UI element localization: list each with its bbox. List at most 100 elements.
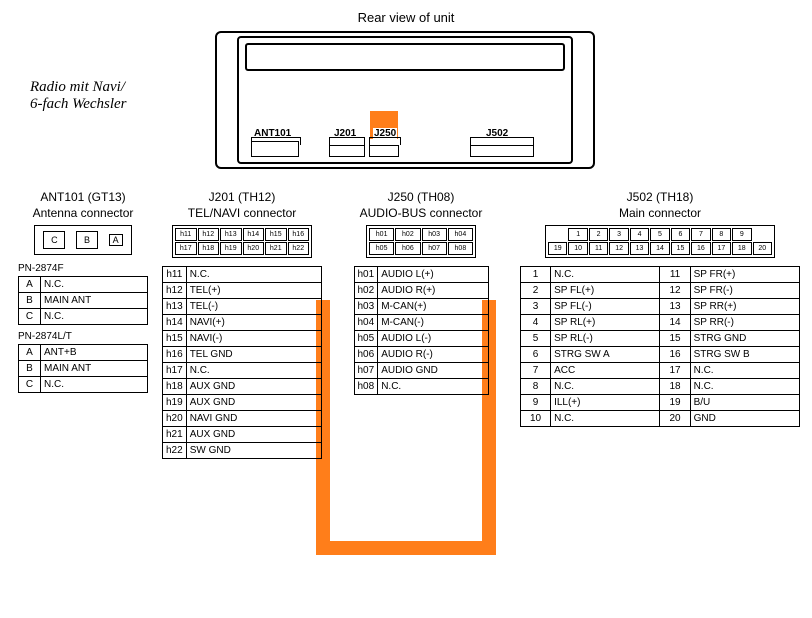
j201-table: h11N.C.h12TEL(+)h13TEL(-)h14NAVI(+)h15NA… <box>162 266 322 459</box>
pin-cell: h17 <box>175 242 197 255</box>
ant-pin-a: A <box>109 234 123 246</box>
pin-cell: h19 <box>220 242 242 255</box>
pn2874f-table: AN.C.BMAIN ANTCN.C. <box>18 276 148 325</box>
table-row: 1N.C.11SP FR(+) <box>521 267 800 283</box>
rear-view-title: Rear view of unit <box>10 10 802 25</box>
ant-pin-c: C <box>43 231 65 249</box>
table-row: 3SP FL(-)13SP RR(+) <box>521 299 800 315</box>
table-row: 9ILL(+)19B/U <box>521 395 800 411</box>
table-row: AN.C. <box>19 277 148 293</box>
pin-cell: h08 <box>448 242 473 255</box>
pin-cell: 3 <box>609 228 628 241</box>
pin-cell: 20 <box>753 242 772 255</box>
j201-port <box>329 145 365 157</box>
pin-cell: h04 <box>448 228 473 241</box>
table-row: h12TEL(+) <box>163 283 322 299</box>
table-row: h20NAVI GND <box>163 411 322 427</box>
j201-bracket <box>329 137 365 145</box>
j250-table: h01AUDIO L(+)h02AUDIO R(+)h03M-CAN(+)h04… <box>354 266 489 395</box>
table-row: CN.C. <box>19 377 148 393</box>
j502-header: J502 (TH18)Main connector <box>520 190 800 221</box>
table-row: h03M-CAN(+) <box>354 299 488 315</box>
table-row: h06AUDIO R(-) <box>354 347 488 363</box>
j250-column: J250 (TH08)AUDIO-BUS connector h01h02h03… <box>336 190 506 465</box>
j201-connector-shape: h11h12h13h14h15h16h17h18h19h20h21h22 <box>172 225 312 258</box>
pin-cell: h06 <box>395 242 420 255</box>
pin-cell: 4 <box>630 228 649 241</box>
table-row: 10N.C.20GND <box>521 411 800 427</box>
table-row: 2SP FL(+)12SP FR(-) <box>521 283 800 299</box>
table-row: h21AUX GND <box>163 427 322 443</box>
j201-header: J201 (TH12)TEL/NAVI connector <box>162 190 322 221</box>
j502-column: J502 (TH18)Main connector 12345678919101… <box>520 190 800 465</box>
pin-cell: 11 <box>589 242 608 255</box>
pin-cell: 15 <box>671 242 690 255</box>
pin-cell: h16 <box>288 228 310 241</box>
ant101-header: ANT101 (GT13)Antenna connector <box>18 190 148 221</box>
table-row: 8N.C.18N.C. <box>521 379 800 395</box>
pin-cell: h22 <box>288 242 310 255</box>
j250-bracket <box>369 137 401 145</box>
pin-cell: h14 <box>243 228 265 241</box>
table-row: 4SP RL(+)14SP RR(-) <box>521 315 800 331</box>
side-text-1: Radio mit Navi/ <box>30 79 125 95</box>
pin-cell: 5 <box>650 228 669 241</box>
pin-cell: 16 <box>691 242 710 255</box>
table-row: h18AUX GND <box>163 379 322 395</box>
ant101-connector-shape: C B A <box>34 225 132 255</box>
pin-cell: h18 <box>198 242 220 255</box>
ant-pin-b: B <box>76 231 98 249</box>
pin-cell: h21 <box>265 242 287 255</box>
pn2874lt-table: AANT+BBMAIN ANTCN.C. <box>18 344 148 393</box>
pin-cell: 14 <box>650 242 669 255</box>
pn2874lt-label: PN-2874L/T <box>18 331 148 342</box>
connector-section: ANT101 (GT13)Antenna connector C B A PN-… <box>10 190 802 465</box>
table-row: h05AUDIO L(-) <box>354 331 488 347</box>
pin-cell: h15 <box>265 228 287 241</box>
table-row: h04M-CAN(-) <box>354 315 488 331</box>
table-row: h22SW GND <box>163 443 322 459</box>
pin-cell: 17 <box>712 242 731 255</box>
table-row: CN.C. <box>19 309 148 325</box>
pin-cell: 2 <box>589 228 608 241</box>
pn2874f-label: PN-2874F <box>18 263 148 274</box>
table-row: h16TEL GND <box>163 347 322 363</box>
pin-cell: 19 <box>548 242 567 255</box>
table-row: BMAIN ANT <box>19 293 148 309</box>
j502-bracket <box>470 137 534 145</box>
j250-header: J250 (TH08)AUDIO-BUS connector <box>336 190 506 221</box>
side-text-2: 6-fach Wechsler <box>30 96 127 112</box>
j502-connector-shape: 1234567891910111213141516171820 <box>545 225 775 258</box>
table-row: h19AUX GND <box>163 395 322 411</box>
ant101-port <box>251 141 299 157</box>
pin-cell: 7 <box>691 228 710 241</box>
table-row: 6STRG SW A16STRG SW B <box>521 347 800 363</box>
j502-table: 1N.C.11SP FR(+)2SP FL(+)12SP FR(-)3SP FL… <box>520 266 800 427</box>
table-row: AANT+B <box>19 345 148 361</box>
ant101-column: ANT101 (GT13)Antenna connector C B A PN-… <box>18 190 148 465</box>
j201-column: J201 (TH12)TEL/NAVI connector h11h12h13h… <box>162 190 322 465</box>
pin-cell: 13 <box>630 242 649 255</box>
j502-port <box>470 145 534 157</box>
pin-cell: h07 <box>422 242 447 255</box>
table-row: h14NAVI(+) <box>163 315 322 331</box>
table-row: h15NAVI(-) <box>163 331 322 347</box>
table-row: h11N.C. <box>163 267 322 283</box>
pin-cell: h01 <box>369 228 394 241</box>
unit-top-slot <box>245 43 565 71</box>
orange-u-bottom <box>316 541 496 555</box>
table-row: h08N.C. <box>354 379 488 395</box>
table-row: h17N.C. <box>163 363 322 379</box>
table-row: h07AUDIO GND <box>354 363 488 379</box>
pin-cell: 1 <box>568 228 587 241</box>
pin-cell: h03 <box>422 228 447 241</box>
table-row: 7ACC17N.C. <box>521 363 800 379</box>
pin-cell: h13 <box>220 228 242 241</box>
pin-cell: 12 <box>609 242 628 255</box>
pin-cell: 10 <box>568 242 587 255</box>
j250-port <box>369 145 399 157</box>
table-row: 5SP RL(-)15STRG GND <box>521 331 800 347</box>
side-text: Radio mit Navi/ 6-fach Wechsler <box>30 79 127 113</box>
pin-cell: 6 <box>671 228 690 241</box>
pin-cell: h20 <box>243 242 265 255</box>
